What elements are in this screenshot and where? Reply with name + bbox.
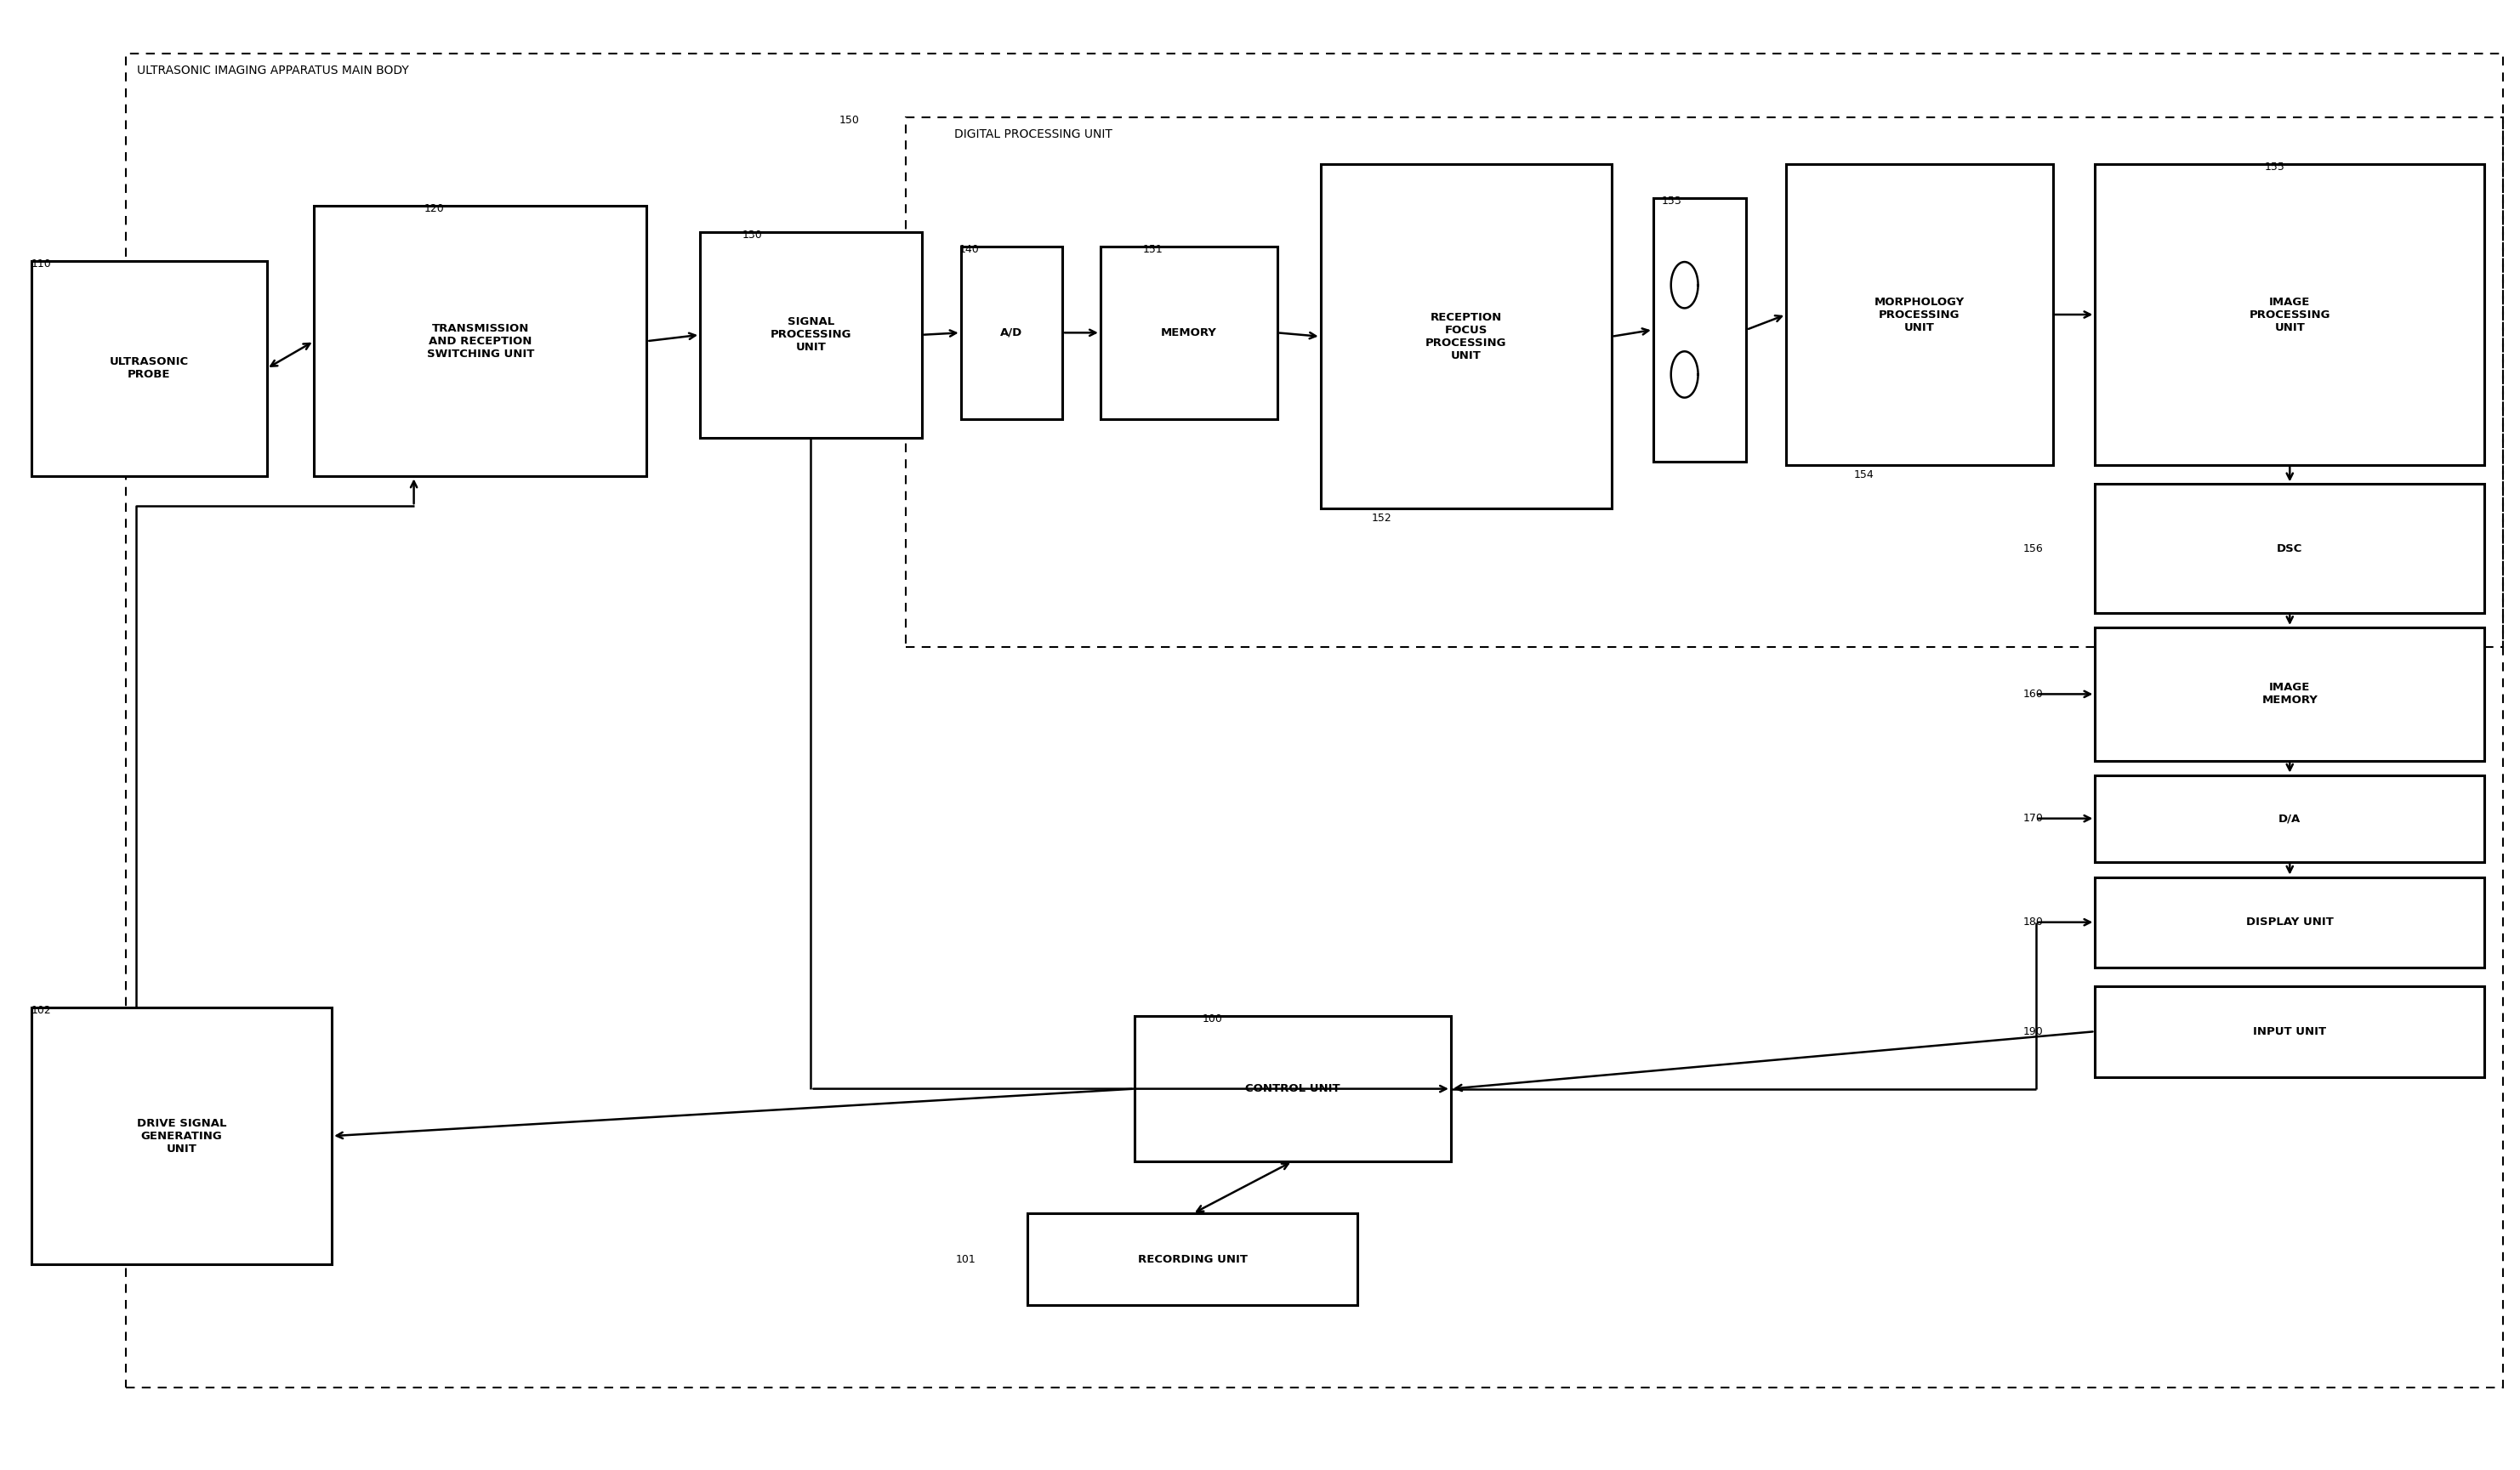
Text: IMAGE
PROCESSING
UNIT: IMAGE PROCESSING UNIT [2250, 297, 2331, 332]
Bar [701, 232, 922, 438]
Text: RECORDING UNIT: RECORDING UNIT [1139, 1254, 1247, 1264]
Text: ULTRASONIC IMAGING APPARATUS MAIN BODY: ULTRASONIC IMAGING APPARATUS MAIN BODY [136, 65, 408, 76]
Bar [2094, 628, 2485, 760]
Text: DSC: DSC [2278, 542, 2303, 554]
Text: 190: 190 [2024, 1026, 2044, 1036]
Text: D/A: D/A [2278, 813, 2301, 825]
Text: 170: 170 [2024, 813, 2044, 825]
Text: 101: 101 [955, 1254, 975, 1264]
Text: DISPLAY UNIT: DISPLAY UNIT [2245, 917, 2334, 928]
Text: 152: 152 [1371, 513, 1391, 523]
Text: 120: 120 [423, 203, 444, 215]
Text: 110: 110 [30, 259, 50, 269]
Text: INPUT UNIT: INPUT UNIT [2253, 1026, 2326, 1036]
Text: 130: 130 [743, 229, 764, 241]
Text: 102: 102 [30, 1005, 50, 1016]
Text: 156: 156 [2024, 542, 2044, 554]
Text: 150: 150 [839, 115, 859, 126]
Text: DRIVE SIGNAL
GENERATING
UNIT: DRIVE SIGNAL GENERATING UNIT [136, 1117, 227, 1154]
Text: 140: 140 [960, 244, 980, 254]
Bar [1653, 198, 1746, 462]
Text: MORPHOLOGY
PROCESSING
UNIT: MORPHOLOGY PROCESSING UNIT [1875, 297, 1966, 332]
Text: 180: 180 [2024, 917, 2044, 928]
Bar [1320, 165, 1613, 509]
Bar [2094, 165, 2485, 465]
Bar [30, 1008, 333, 1264]
Text: 100: 100 [1202, 1014, 1222, 1025]
Text: RECEPTION
FOCUS
PROCESSING
UNIT: RECEPTION FOCUS PROCESSING UNIT [1426, 312, 1507, 362]
Bar [315, 206, 648, 476]
Bar [960, 247, 1063, 419]
Text: 160: 160 [2024, 688, 2044, 700]
Text: ULTRASONIC
PROBE: ULTRASONIC PROBE [108, 357, 189, 381]
Text: 155: 155 [2265, 162, 2286, 173]
Bar [1028, 1214, 1358, 1305]
Text: TRANSMISSION
AND RECEPTION
SWITCHING UNIT: TRANSMISSION AND RECEPTION SWITCHING UNI… [426, 323, 534, 360]
Text: DIGITAL PROCESSING UNIT: DIGITAL PROCESSING UNIT [955, 128, 1111, 140]
Bar [30, 260, 267, 476]
Bar [905, 118, 2502, 647]
Text: A/D: A/D [1000, 328, 1023, 338]
Bar [2094, 878, 2485, 967]
Bar [1787, 165, 2054, 465]
Bar [2094, 484, 2485, 613]
Text: MEMORY: MEMORY [1162, 328, 1217, 338]
Text: 154: 154 [1855, 469, 1875, 481]
Text: 153: 153 [1661, 196, 1681, 207]
Bar [1134, 1016, 1452, 1161]
Text: SIGNAL
PROCESSING
UNIT: SIGNAL PROCESSING UNIT [771, 316, 852, 353]
Text: CONTROL UNIT: CONTROL UNIT [1245, 1083, 1341, 1094]
Bar [2094, 775, 2485, 861]
Bar [2094, 986, 2485, 1078]
Text: IMAGE
MEMORY: IMAGE MEMORY [2263, 682, 2318, 706]
Bar [1101, 247, 1278, 419]
Text: 151: 151 [1142, 244, 1162, 254]
